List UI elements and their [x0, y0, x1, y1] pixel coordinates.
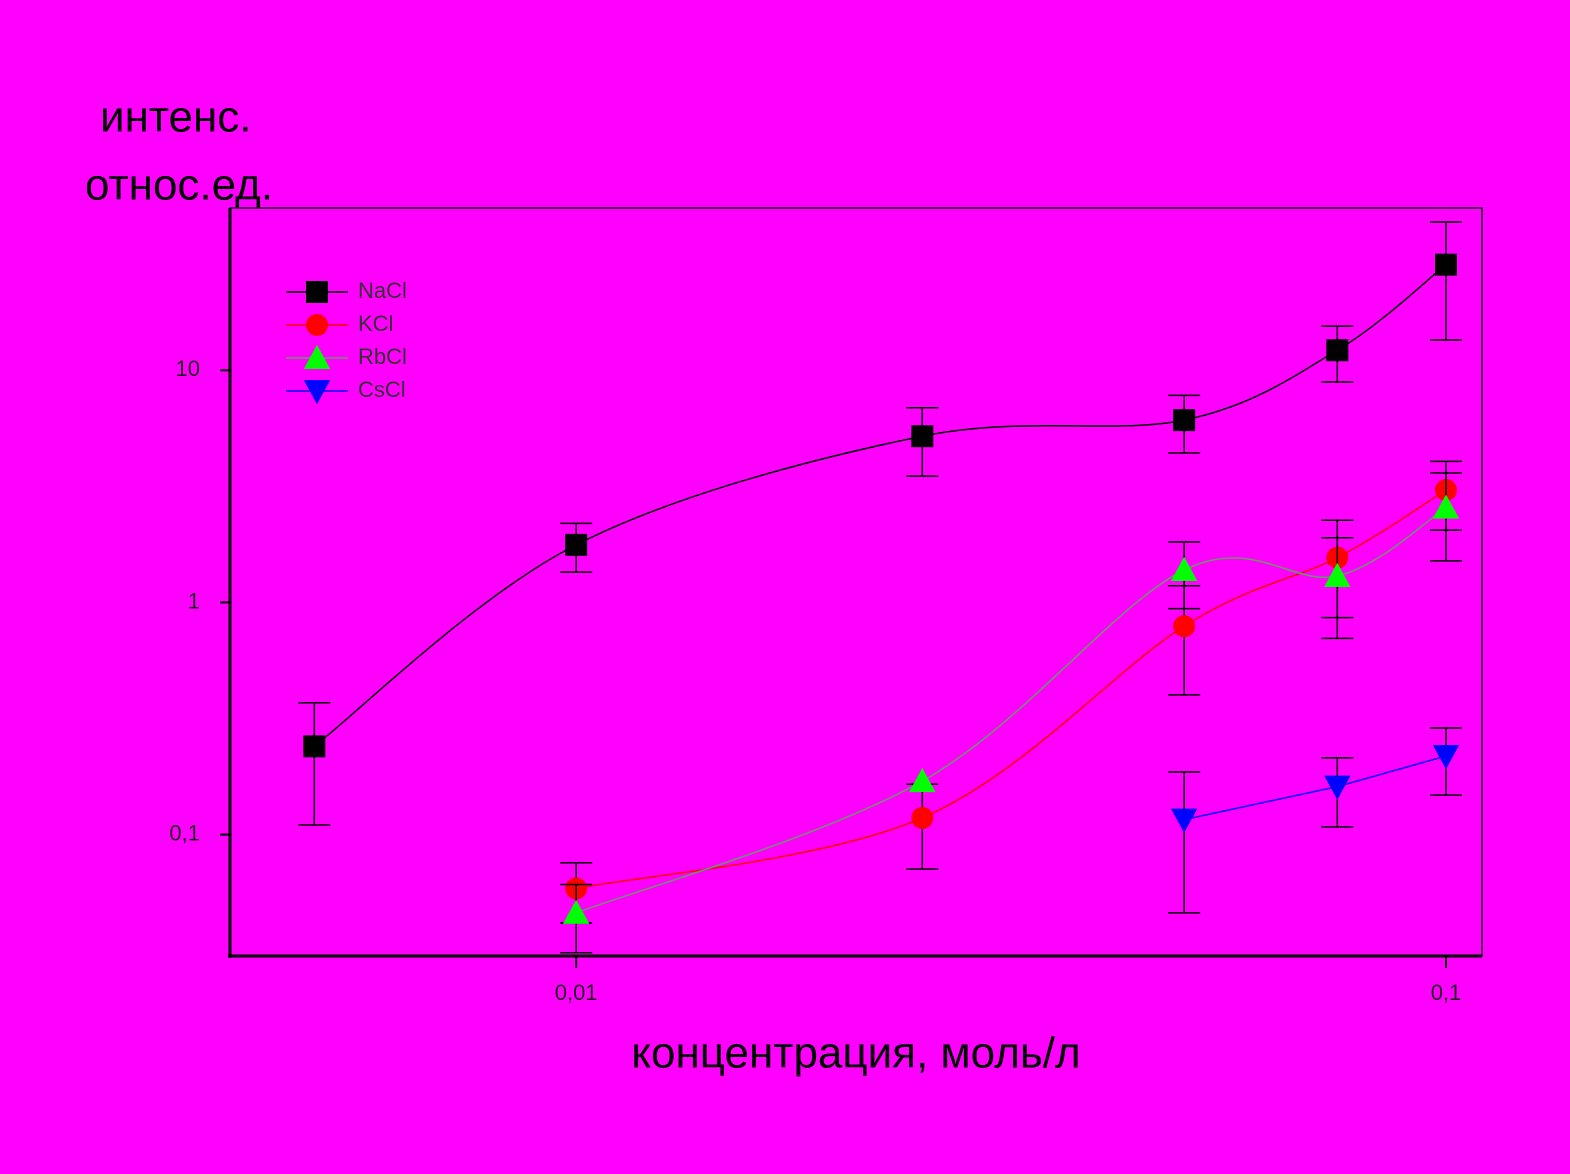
data-point	[1432, 745, 1460, 770]
data-point	[1326, 339, 1349, 362]
legend-marker	[303, 344, 331, 369]
error-bar	[298, 701, 331, 826]
y-tick-label: 10	[176, 356, 200, 381]
y-axis-label: относ.ед.	[85, 161, 273, 210]
data-point	[1173, 615, 1196, 638]
error-bar	[1168, 771, 1201, 914]
data-point	[1170, 808, 1198, 833]
data-point	[1170, 556, 1198, 581]
legend-label: CsCl	[358, 377, 406, 402]
legend-label: RbCl	[358, 344, 407, 369]
legend-label: KCl	[358, 311, 393, 336]
y-tick-label: 0,1	[169, 820, 200, 845]
legend-label: NaCl	[358, 278, 407, 303]
data-point	[909, 767, 936, 793]
series-line	[575, 507, 1447, 914]
data-point	[1324, 775, 1351, 800]
y-tick-label: 1	[188, 588, 200, 613]
series-line	[575, 489, 1447, 890]
data-point	[303, 735, 326, 758]
legend-marker	[306, 281, 328, 303]
data-point	[565, 533, 588, 556]
data-point	[911, 806, 934, 829]
data-point	[1173, 409, 1196, 432]
data-point	[562, 899, 590, 924]
data-point	[1432, 494, 1460, 519]
legend-marker	[303, 380, 331, 405]
error-bar	[1321, 536, 1354, 640]
data-point	[1434, 253, 1457, 276]
data-point	[1324, 562, 1351, 587]
y-axis-label: интенс.	[100, 93, 252, 142]
data-point	[911, 425, 934, 448]
x-tick-label: 0,01	[555, 980, 598, 1005]
error-bar	[1429, 221, 1462, 341]
x-axis-label: концентрация, моль/л	[631, 1029, 1080, 1078]
legend-marker	[306, 314, 328, 336]
x-tick-label: 0,1	[1431, 980, 1462, 1005]
